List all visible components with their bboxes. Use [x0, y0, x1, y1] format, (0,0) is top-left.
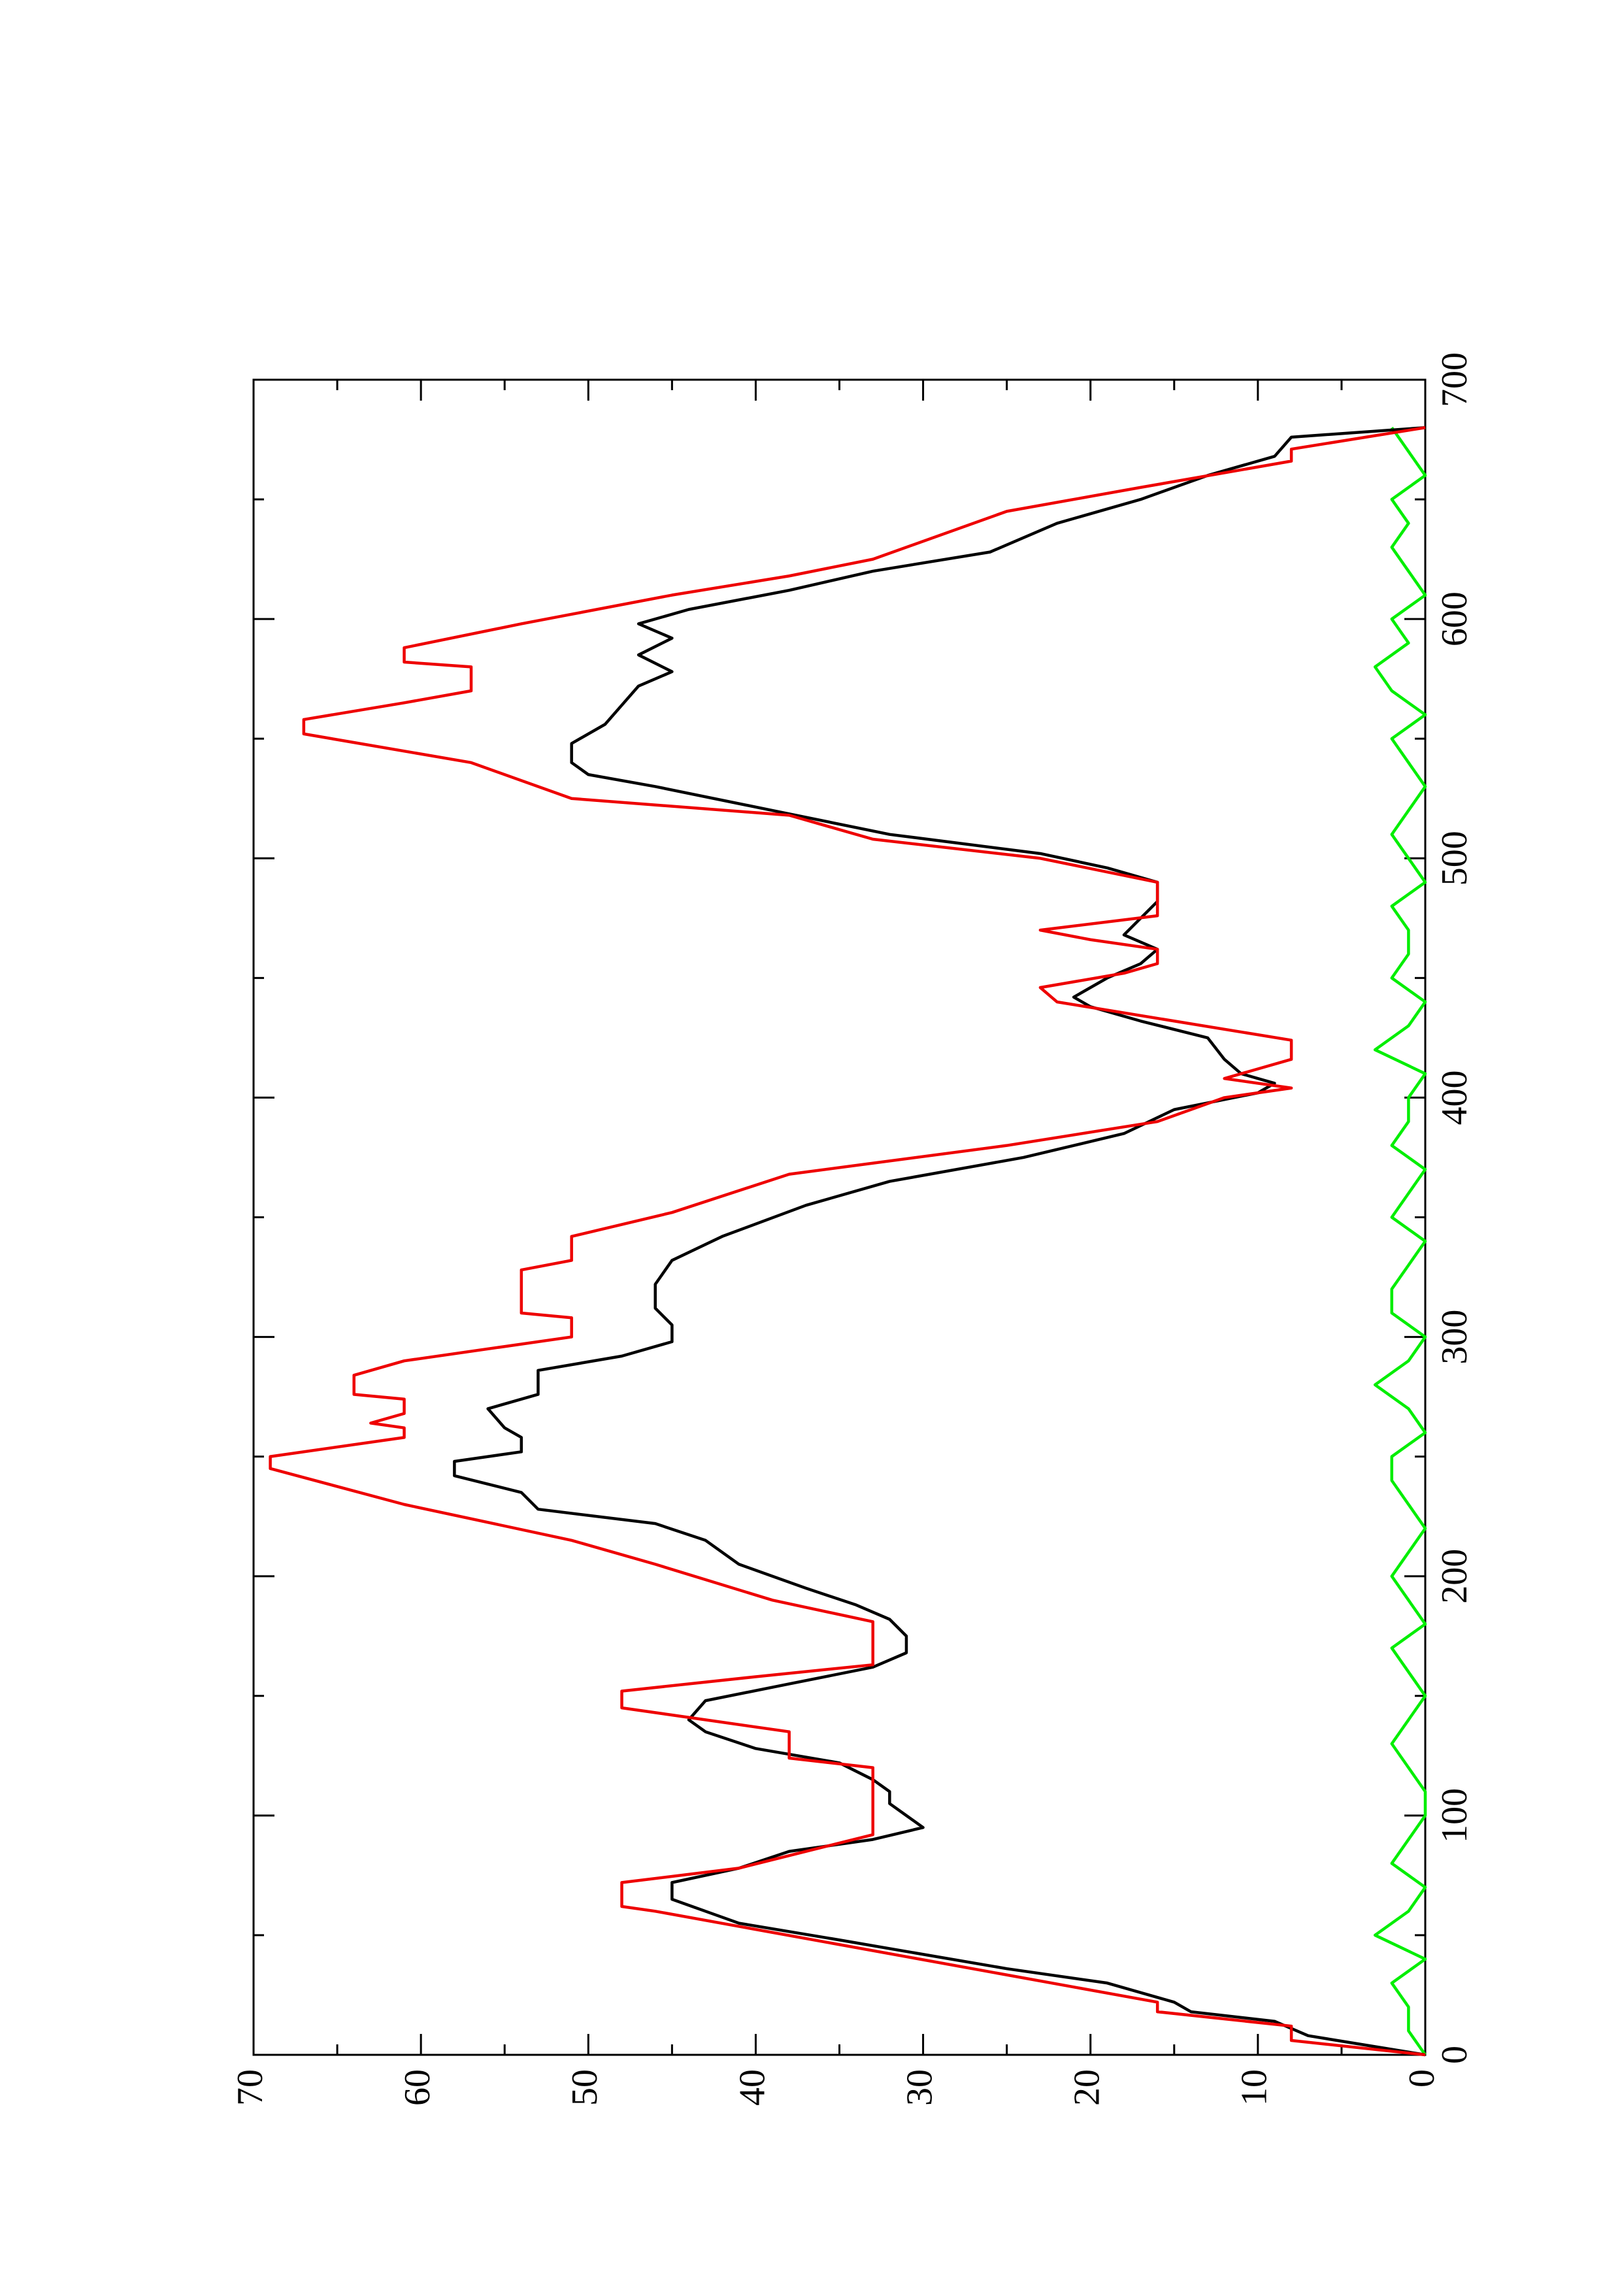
x-tick-label: 600: [1434, 591, 1475, 646]
y-tick-label: 30: [899, 2069, 940, 2106]
y-tick-label: 50: [565, 2069, 605, 2106]
x-tick-label: 300: [1434, 1310, 1475, 1365]
y-tick-label: 70: [230, 2069, 271, 2106]
x-tick-label: 400: [1434, 1070, 1475, 1125]
x-tick-label: 200: [1434, 1549, 1475, 1604]
x-tick-label: 500: [1434, 831, 1475, 886]
y-tick-label: 20: [1067, 2069, 1108, 2106]
x-tick-label: 0: [1434, 2046, 1475, 2064]
y-tick-label: 10: [1234, 2069, 1275, 2106]
x-tick-label: 700: [1434, 352, 1475, 407]
data-line: [1373, 426, 1427, 2056]
y-tick-label: 60: [397, 2069, 438, 2106]
plot-area: 0 100 200 300 400 500 600 700 0 10 20 30 40 50 60 70: [230, 352, 1475, 2106]
data-line: [453, 425, 1426, 2057]
y-tick-label: 40: [732, 2069, 772, 2106]
data-line: [269, 426, 1426, 2057]
y-tick-label: 0: [1402, 2069, 1442, 2088]
x-tick-label: 100: [1434, 1788, 1475, 1843]
